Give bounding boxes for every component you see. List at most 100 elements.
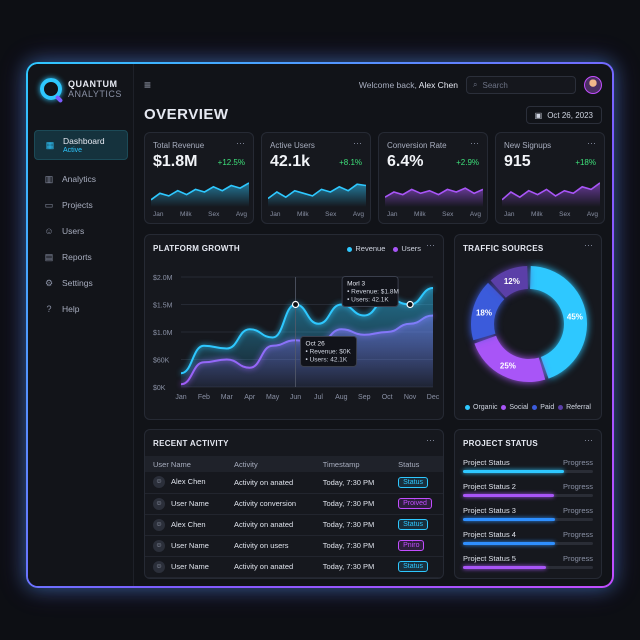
tooltip-line: • Revenue: $1.8M [347, 289, 399, 296]
welcome-text: Welcome back, Alex Chen [358, 80, 458, 90]
search-input[interactable]: ⌕ Search [466, 76, 576, 94]
more-icon[interactable]: ··· [426, 435, 435, 445]
legend-revenue: Revenue [347, 244, 385, 253]
recent-activity-card: RECENT ACTIVITY ··· User Name Activity T… [144, 429, 444, 579]
timestamp-cell: Today, 7:30 PM [314, 535, 391, 557]
hamburger-menu-icon[interactable]: ≡ [144, 78, 152, 92]
search-placeholder: Search [482, 80, 508, 90]
more-icon[interactable]: ··· [353, 138, 362, 148]
sparkline [502, 182, 600, 207]
status-cell: Pniro [390, 535, 443, 557]
more-icon[interactable]: ··· [584, 435, 593, 445]
y-tick-label: $0K [153, 385, 166, 392]
progress-bar [463, 470, 593, 473]
sidebar-item-label: Users [62, 226, 85, 236]
activity-cell: Activity on users [225, 535, 315, 557]
progress-fill [463, 470, 565, 473]
column-header: Timestamp [314, 456, 391, 472]
activity-cell: Activity on anated [225, 556, 315, 578]
tooltip-line: • Revenue: $0K [306, 349, 352, 356]
table-row[interactable]: ☺ User Name Activity on anated Today, 7:3… [145, 556, 443, 578]
table-row[interactable]: ☺ User Name Activity conversion Today, 7:… [145, 493, 443, 515]
more-icon[interactable]: ··· [470, 138, 479, 148]
project-status-item[interactable]: Project Status 4 Progress [463, 530, 593, 550]
sidebar-item-analytics[interactable]: ▥ Analytics [34, 166, 128, 192]
more-icon[interactable]: ··· [584, 240, 593, 250]
project-status-item[interactable]: Project Status 3 Progress [463, 506, 593, 526]
slice-label: 12% [504, 277, 520, 286]
chart-legend: Revenue Users [347, 244, 421, 253]
table-row[interactable]: ☺ Alex Chen Activity on anated Today, 7:3… [145, 472, 443, 494]
legend-users: Users [393, 244, 421, 253]
sidebar-item-users[interactable]: ☺ Users [34, 218, 128, 244]
sidebar-item-dashboard[interactable]: ▦ Dashboard Active [34, 130, 128, 160]
progress-fill [463, 542, 556, 545]
dashboard-icon: ▦ [45, 140, 55, 150]
logo: QUANTUM ANALYTICS [40, 78, 122, 100]
slice-label: 45% [567, 313, 583, 322]
card-title: TRAFFIC SOURCES [463, 244, 544, 253]
kpi-card-conversion[interactable]: Conversion Rate ··· 6.4% +2.9% Jan Milk Se… [378, 132, 488, 224]
tooltip-box [300, 336, 358, 367]
calendar-icon: ▣ [534, 110, 543, 120]
kpi-card-revenue[interactable]: Total Revenue ··· $1.8M +12.5% Jan Milk Se… [144, 132, 254, 224]
y-tick-label: $2.0M [153, 275, 173, 282]
folder-icon: ▭ [44, 200, 54, 210]
activity-cell: Activity on anated [225, 514, 315, 536]
sidebar-item-help[interactable]: ? Help [34, 296, 128, 322]
card-title: PROJECT STATUS [463, 439, 539, 448]
growth-chart: $2.0M $1.5M $1.0M $60K $0K Jan Feb Mar Apr May Jun… [153, 275, 440, 401]
kpi-value: 6.4% [387, 153, 424, 170]
kpi-card-users[interactable]: Active Users ··· 42.1k +8.1% Jan Milk Sex A… [261, 132, 371, 224]
kpi-change: +2.9% [456, 158, 479, 167]
legend-referral: Referral [558, 404, 591, 411]
search-icon: ⌕ [473, 80, 478, 89]
more-icon[interactable]: ··· [587, 138, 596, 148]
more-icon[interactable]: ··· [236, 138, 245, 148]
legend-organic: Organic [465, 404, 498, 411]
status-cell: Status [390, 556, 443, 578]
avatar[interactable] [584, 76, 602, 94]
user-icon: ☺ [153, 518, 165, 531]
x-tick-label: Sep [358, 394, 371, 401]
legend-social: Social [501, 404, 528, 411]
progress-label: Progress [562, 554, 593, 563]
sidebar-item-label: Analytics [62, 174, 97, 184]
project-status-item[interactable]: Project Status 2 Progress [463, 482, 593, 502]
progress-label: Progress [562, 506, 593, 515]
progress-bar [463, 494, 593, 497]
document-icon: ▤ [44, 252, 54, 262]
sidebar-item-reports[interactable]: ▤ Reports [34, 244, 128, 270]
kpi-change: +18% [575, 158, 596, 167]
kpi-value: $1.8M [153, 153, 198, 170]
sidebar-item-settings[interactable]: ⚙ Settings [34, 270, 128, 296]
kpi-label: Active Users [270, 141, 315, 150]
y-tick-label: $60K [153, 358, 170, 365]
activity-cell: Activity on anated [225, 472, 315, 494]
x-tick-label: Nov [404, 394, 417, 401]
sidebar-nav: ▦ Dashboard Active ▥ Analytics ▭ Projects ☺… [34, 130, 128, 322]
x-tick-label: May [266, 394, 280, 401]
project-status-item[interactable]: Project Status Progress [463, 458, 593, 478]
x-tick-label: Oct [382, 394, 393, 401]
sidebar-item-label: Reports [62, 252, 92, 262]
kpi-change: +8.1% [339, 158, 362, 167]
date-value: Oct 26, 2023 [547, 110, 593, 120]
kpi-card-signups[interactable]: New Signups ··· 915 +18% Jan Milk Sex Avg [495, 132, 605, 224]
sidebar-item-label: Projects [62, 200, 93, 210]
more-icon[interactable]: ··· [426, 240, 435, 250]
kpi-label: New Signups [504, 141, 552, 150]
sidebar-item-projects[interactable]: ▭ Projects [34, 192, 128, 218]
table-row[interactable]: ☺ Alex Chen Activity on anated Today, 7:3… [145, 514, 443, 536]
date-picker[interactable]: ▣ Oct 26, 2023 [525, 106, 602, 124]
x-tick-label: Jun [290, 394, 301, 401]
project-name: Project Status 2 [463, 482, 516, 491]
topbar: ≡ Welcome back, Alex Chen ⌕ Search [144, 74, 602, 96]
legend-paid: Paid [532, 404, 554, 411]
sparkline-area [385, 188, 483, 207]
progress-fill [463, 566, 547, 569]
progress-label: Progress [562, 530, 593, 539]
project-status-item[interactable]: Project Status 5 Progress [463, 554, 593, 574]
table-row[interactable]: ☺ User Name Activity on users Today, 7:30… [145, 535, 443, 557]
donut-slice-social [474, 335, 546, 382]
